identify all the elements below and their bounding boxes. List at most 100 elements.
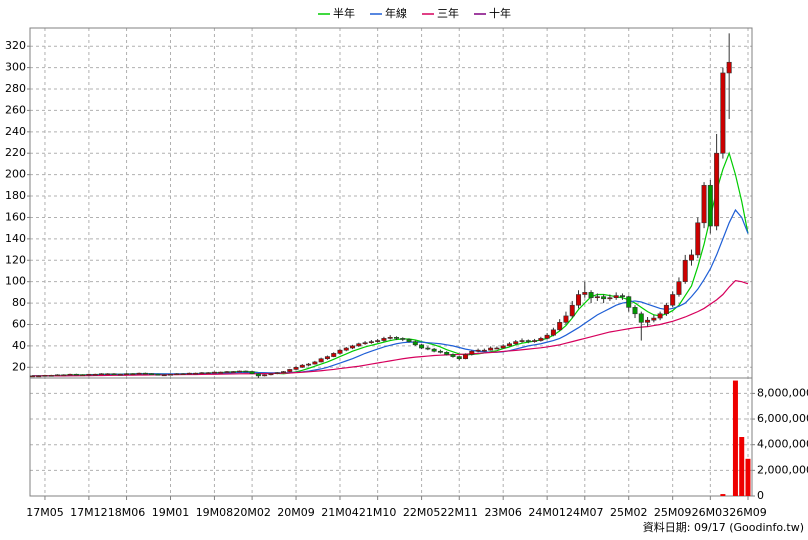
candle-body (306, 363, 312, 366)
candle-body (494, 347, 500, 350)
candle-body (569, 304, 575, 317)
candle-body (387, 337, 393, 339)
y-tick-label: 220 (5, 146, 26, 159)
volume-bar (745, 458, 751, 496)
y2-tick-label: 2,000,000 (757, 463, 808, 476)
candle-body (167, 373, 173, 376)
candle-body (406, 339, 412, 342)
candle-body (651, 317, 657, 321)
candle-body (350, 345, 356, 349)
candle-body (638, 313, 644, 323)
candle-body (419, 344, 425, 349)
x-tick-label: 18M06 (108, 506, 146, 519)
candle-body (544, 334, 550, 339)
candle-body (111, 373, 117, 376)
y-tick-label: 60 (12, 317, 26, 330)
candle-body (720, 72, 726, 154)
candle-body (324, 356, 330, 360)
candle-body (268, 373, 274, 376)
candle-body (149, 373, 155, 376)
candle-body (161, 374, 167, 377)
candle-body (67, 373, 73, 376)
x-tick-label: 25M02 (610, 506, 648, 519)
x-tick-label: 19M01 (152, 506, 190, 519)
legend-label: 半年 (333, 6, 355, 20)
candle-body (98, 373, 104, 376)
candle-body (632, 307, 638, 315)
candle-body (92, 373, 98, 376)
candle-body (105, 373, 111, 376)
legend-label: 三年 (437, 6, 459, 20)
x-tick-label: 17M12 (70, 506, 108, 519)
y-tick-label: 80 (12, 296, 26, 309)
x-tick-label: 19M08 (196, 506, 234, 519)
y2-tick-label: 6,000,000 (757, 412, 808, 425)
candle-body (701, 185, 707, 224)
candle-body (287, 369, 293, 372)
candle-body (588, 292, 594, 299)
candle-body (607, 297, 613, 300)
volume-bar (739, 437, 745, 496)
candle-body (193, 372, 199, 375)
grid (30, 28, 752, 497)
candle-body (293, 366, 299, 370)
y-tick-label: 180 (5, 189, 26, 202)
x-tick-label: 22M11 (440, 506, 478, 519)
legend-label: 十年 (489, 6, 511, 20)
candle-body (400, 338, 406, 340)
candle-body (186, 372, 192, 375)
candle-body (676, 281, 682, 295)
x-tick-label: 20M02 (233, 506, 271, 519)
candle-body (463, 354, 469, 360)
candle-body (318, 358, 324, 363)
y-tick-label: 200 (5, 168, 26, 181)
candle-body (657, 313, 663, 319)
x-tick-label: 23M06 (484, 506, 522, 519)
y-tick-label: 240 (5, 125, 26, 138)
candle-body (525, 340, 531, 342)
candle-body (513, 341, 519, 345)
candle-body (707, 185, 713, 227)
volume-frame (29, 377, 753, 497)
candle-body (431, 348, 437, 352)
candle-body (695, 222, 701, 256)
candle-body (626, 296, 632, 308)
candle-body (42, 375, 48, 377)
y-tick-label: 40 (12, 339, 26, 352)
candle-body (80, 374, 86, 377)
candle-body (331, 353, 337, 357)
y-tick-label: 260 (5, 103, 26, 116)
candle-body (368, 341, 374, 343)
candle-body (86, 373, 92, 376)
y-tick-label: 100 (5, 275, 26, 288)
candle-body (237, 370, 243, 373)
x-tick-label: 21M04 (321, 506, 359, 519)
candle-body (444, 352, 450, 355)
candle-body (230, 371, 236, 373)
volume-bar (720, 494, 726, 496)
x-tick-label: 22M05 (403, 506, 441, 519)
candle-body (117, 373, 123, 376)
candle-body (274, 372, 280, 375)
candle-body (29, 375, 35, 378)
candle-body (180, 373, 186, 376)
candle-body (582, 292, 588, 295)
candle-body (538, 338, 544, 341)
y-tick-label: 20 (12, 360, 26, 373)
candle-body (500, 345, 506, 349)
candle-body (437, 350, 443, 353)
y-tick-label: 300 (5, 61, 26, 74)
x-tick-label: 21M10 (359, 506, 397, 519)
candle-body (456, 356, 462, 360)
candle-body (550, 329, 556, 336)
candle-body (312, 361, 318, 365)
x-tick-label: 24M07 (566, 506, 604, 519)
candle-body (689, 254, 695, 261)
y2-tick-label: 4,000,000 (757, 438, 808, 451)
candle-body (211, 371, 217, 374)
candle-body (343, 347, 349, 351)
candle-body (205, 372, 211, 374)
x-tick-label: 26M03 (692, 506, 730, 519)
